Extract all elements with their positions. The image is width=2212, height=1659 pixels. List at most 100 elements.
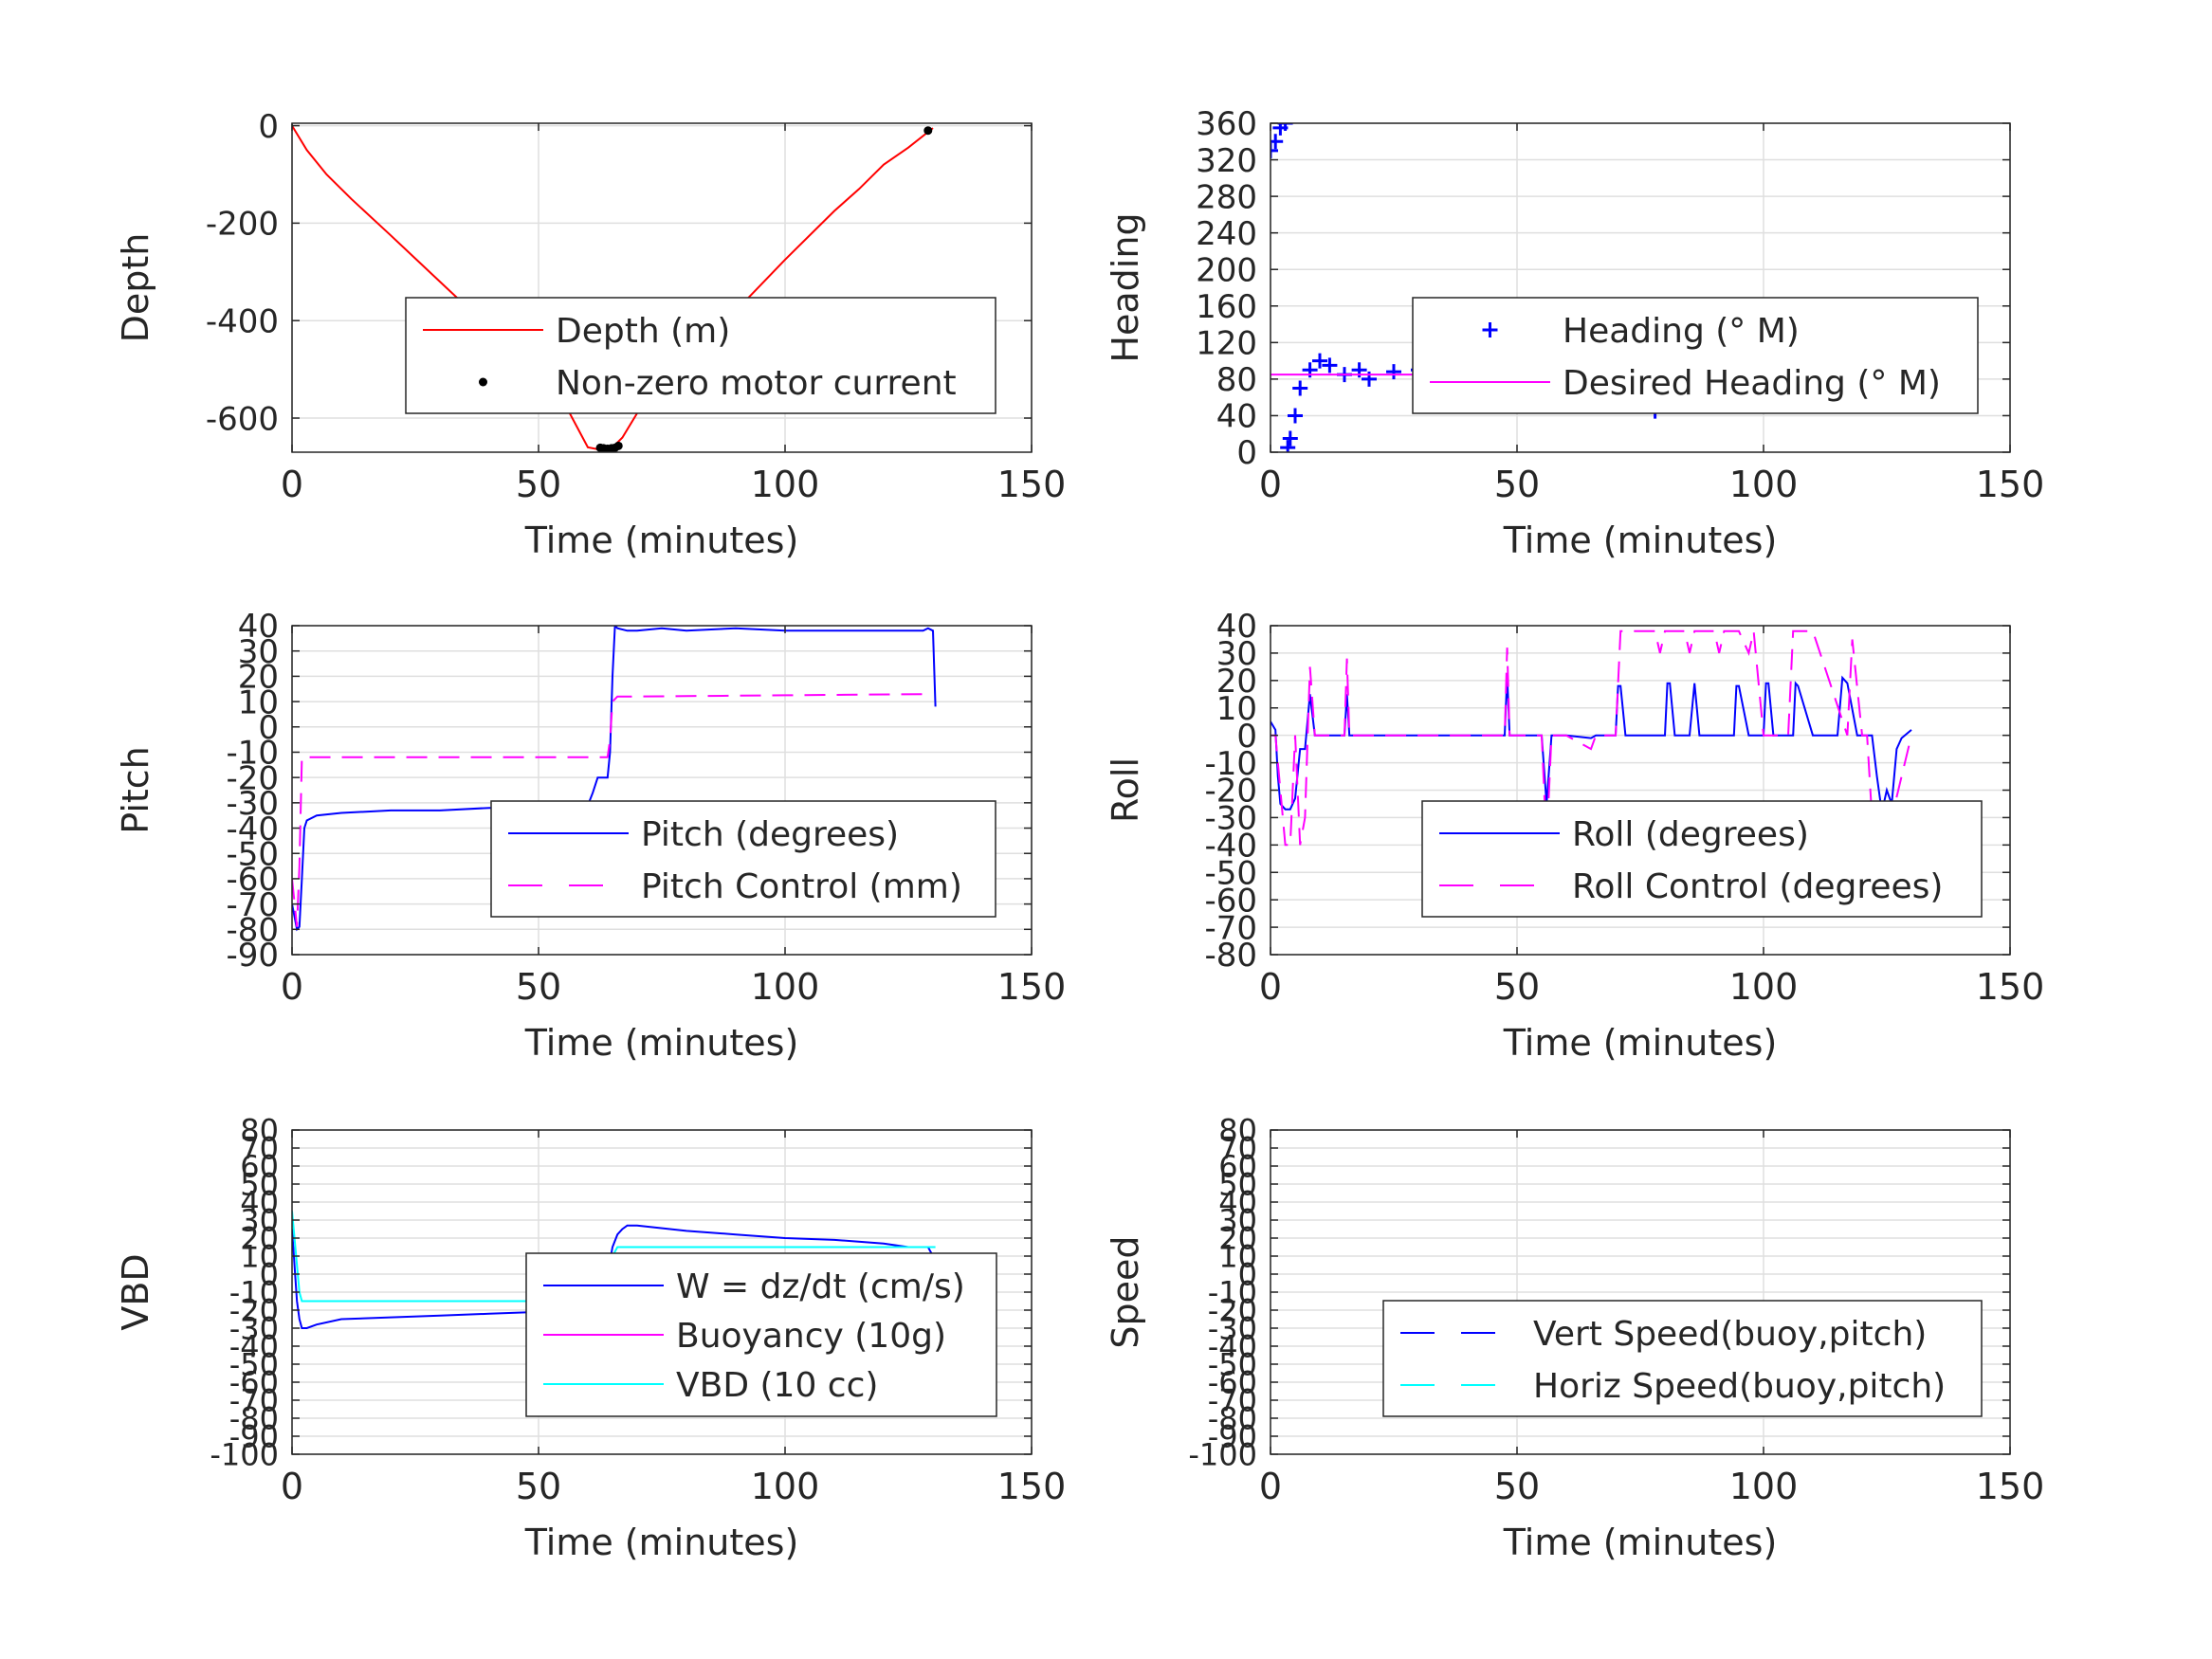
axes-box [1270,122,2011,453]
y-tick-label: -30 [229,1311,279,1347]
y-tick-label: 280 [1196,178,1257,216]
y-tick-label: 10 [1218,1239,1257,1275]
y-axis-label: Speed [1105,1235,1146,1348]
y-tick-label: -70 [229,1383,279,1419]
y-tick-label: 30 [238,633,279,671]
y-tick-label: -20 [226,759,279,797]
y-tick-label: -40 [229,1329,279,1365]
x-tick-label: 100 [1729,1466,1799,1507]
data-point-plus [1322,357,1338,374]
y-tick-label: 80 [240,1113,279,1149]
legend-box [405,297,996,414]
y-tick-label: -80 [1204,937,1257,975]
series-roll-control-degrees-line [1271,629,1912,847]
data-point-dot [613,441,623,450]
y-tick-label: -80 [1208,1401,1257,1437]
x-tick-label: 150 [997,966,1067,1008]
legend-marker-plus [1482,322,1498,337]
series-pitch-control-mm-line [292,693,934,927]
series-group [292,626,937,932]
legend-label: W = dz/dt (cm/s) [676,1267,965,1306]
y-tick-label: -30 [226,785,279,823]
y-tick-label: 10 [238,684,279,721]
data-point-plus [1280,440,1296,452]
legend-label: Desired Heading (° M) [1563,364,1941,403]
x-tick-label: 100 [1729,966,1799,1008]
legend-label: Roll Control (degrees) [1572,867,1943,906]
y-tick-label: 0 [1236,434,1257,472]
y-tick-label: 70 [1218,1131,1257,1167]
x-tick-label: 50 [1494,1466,1540,1507]
legend-label: Buoyancy (10g) [676,1317,946,1356]
x-tick-label: 0 [1259,966,1282,1008]
y-tick-label: 50 [1218,1167,1257,1203]
y-tick-label: -200 [206,206,279,244]
y-tick-label: -10 [1204,745,1257,783]
y-tick-label: -60 [229,1365,279,1401]
legend-label: Horiz Speed(buoy,pitch) [1533,1367,1946,1406]
legend-box [1382,1300,1983,1417]
x-axis-label: Time (minutes) [1503,1522,1778,1563]
y-tick-label: -60 [1208,1365,1257,1401]
y-tick-label: -30 [1204,800,1257,838]
data-point-plus [1277,123,1293,131]
y-tick-label: 10 [240,1239,279,1275]
chart-vbd: 0 50 100 15080706050403020100-10-20-30-40-5… [115,1113,1066,1563]
x-tick-label: 50 [516,966,561,1008]
y-axis-label: Pitch [115,746,156,834]
y-tick-label: -90 [229,1419,279,1455]
y-axis-label: Heading [1105,212,1146,362]
y-tick-label: -20 [1204,773,1257,811]
y-axis-label: Roll [1105,757,1146,823]
data-point-plus [1282,430,1298,447]
y-tick-label: -90 [1208,1419,1257,1455]
y-tick-label: -40 [226,811,279,848]
data-point-plus [1288,408,1303,424]
y-tick-label: 80 [1218,1113,1257,1149]
x-axis-label: Time (minutes) [524,520,799,561]
y-tick-label: 160 [1196,288,1257,326]
legend-label: Heading (° M) [1563,312,1800,351]
x-tick-label: 0 [281,1466,303,1507]
y-tick-label: 20 [238,659,279,697]
y-tick-label: 120 [1196,325,1257,363]
x-tick-label: 100 [751,464,820,505]
data-point-plus [1312,353,1327,369]
series-group [292,125,934,452]
y-tick-label: -100 [1188,1437,1257,1473]
y-tick-label: -80 [226,912,279,950]
x-axis-label: Time (minutes) [524,1522,799,1563]
chart-roll: 0 50 100 150403020100-10-20-30-40-50-60-70-… [1105,608,2044,1064]
y-tick-label: 320 [1196,142,1257,180]
x-axis-label: Time (minutes) [1503,1022,1778,1064]
x-tick-label: 50 [516,464,561,505]
y-tick-label: 70 [240,1131,279,1167]
y-tick-label: -90 [226,937,279,975]
x-tick-label: 100 [751,1466,820,1507]
y-tick-label: -60 [226,861,279,899]
data-point-dot [923,126,933,136]
legend: Vert Speed(buoy,pitch) Horiz Speed(buoy,p… [1382,1300,1983,1417]
x-tick-label: 150 [1976,464,2045,505]
y-tick-label: -30 [1208,1311,1257,1347]
y-tick-label: -40 [1204,828,1257,866]
y-tick-label: 200 [1196,251,1257,289]
y-tick-label: 360 [1196,105,1257,143]
legend-label: Vert Speed(buoy,pitch) [1533,1315,1927,1354]
legend-label: Pitch Control (mm) [641,867,962,906]
y-tick-label: -50 [229,1347,279,1383]
y-tick-label: -10 [226,735,279,773]
y-tick-label: -50 [1204,854,1257,892]
x-tick-label: 150 [997,1466,1067,1507]
legend: W = dz/dt (cm/s) Buoyancy (10g) VBD (10 cc… [525,1252,997,1417]
legend-marker-dot [479,377,487,387]
y-tick-label: 0 [258,108,279,146]
x-tick-label: 0 [281,464,303,505]
data-point-plus [1292,380,1308,396]
x-tick-label: 150 [1976,966,2045,1008]
y-tick-label: -60 [1204,882,1257,920]
data-point-plus [1271,134,1284,150]
x-tick-label: 0 [281,966,303,1008]
